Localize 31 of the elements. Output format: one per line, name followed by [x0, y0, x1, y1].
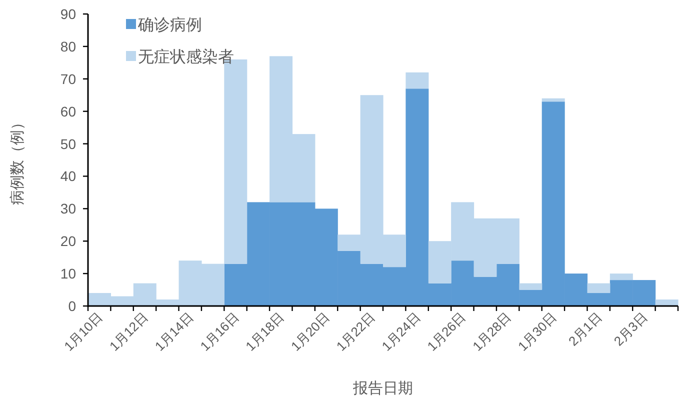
bar [519, 283, 542, 290]
y-tick-label: 90 [60, 6, 76, 22]
bar [406, 72, 429, 89]
bar [587, 283, 610, 294]
x-tick-label: 1月30日 [514, 310, 560, 354]
y-axis-title: 病例数（例） [9, 115, 26, 205]
y-tick-label: 10 [60, 266, 76, 282]
x-tick-label: 1月28日 [470, 310, 514, 354]
bar [542, 98, 565, 102]
x-tick-label: 1月12日 [106, 310, 151, 354]
x-tick-label: 1月26日 [424, 310, 469, 354]
y-tick-label: 70 [60, 70, 76, 87]
x-tick-label: 1月16日 [197, 310, 242, 354]
x-tick-label: 1月18日 [242, 310, 288, 354]
x-tick-label: 1月22日 [333, 310, 378, 354]
y-tick-label: 60 [60, 103, 76, 120]
x-tick-label: 1月20日 [288, 310, 332, 354]
x-tick-label: 1月14日 [152, 310, 196, 354]
y-tick-label: 50 [60, 136, 76, 152]
legend-label: 无症状感染者 [138, 48, 234, 66]
x-tick-label: 2月1日 [565, 310, 605, 349]
y-tick-label: 20 [60, 233, 76, 250]
legend-label: 确诊病例 [137, 16, 202, 34]
bar [655, 300, 678, 306]
y-tick-label: 40 [60, 168, 76, 184]
x-tick-label: 1月24日 [378, 310, 424, 354]
y-tick-label: 30 [60, 200, 76, 217]
x-axis-title: 报告日期 [352, 380, 413, 397]
bar [610, 274, 633, 280]
x-tick-label: 2月3日 [610, 310, 650, 349]
y-tick-label: 80 [60, 38, 76, 54]
